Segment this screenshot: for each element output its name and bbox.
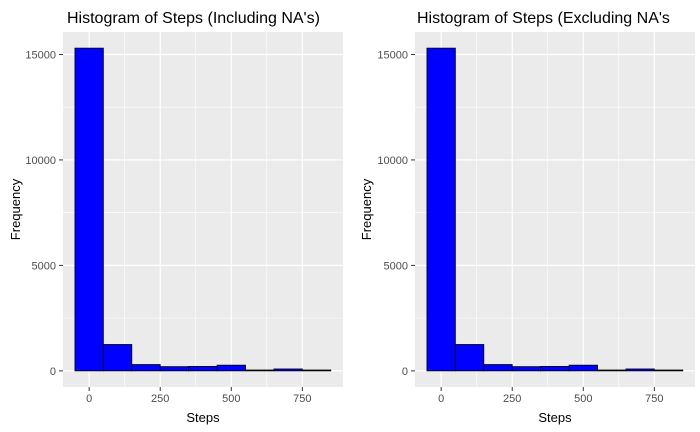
y-tick-label: 0 bbox=[50, 366, 56, 378]
histogram-bar bbox=[597, 369, 627, 372]
x-tick-label: 250 bbox=[503, 393, 521, 405]
histogram-bar bbox=[216, 364, 246, 372]
histogram-bar bbox=[74, 47, 104, 372]
x-axis-label: Steps bbox=[538, 410, 572, 425]
x-tick-label: 750 bbox=[645, 393, 663, 405]
plot-panel bbox=[63, 32, 343, 387]
x-tick-label: 0 bbox=[86, 393, 92, 405]
chart-title: Histogram of Steps (Excluding NA's bbox=[417, 10, 670, 27]
y-tick-label: 15000 bbox=[377, 49, 408, 61]
histogram-bar bbox=[245, 369, 275, 372]
histogram-excluding-na: 0 250 500 750 0 5000 10000 15000 Histogram of St… bbox=[359, 10, 695, 425]
x-tick-label: 500 bbox=[222, 393, 240, 405]
y-tick-label: 0 bbox=[402, 366, 408, 378]
y-axis-label: Frequency bbox=[8, 178, 23, 240]
histogram-bar bbox=[131, 364, 161, 372]
x-tick-label: 750 bbox=[293, 393, 311, 405]
y-tick-label: 5000 bbox=[384, 260, 408, 272]
histogram-bar bbox=[653, 369, 684, 372]
histogram-bar bbox=[102, 344, 133, 372]
x-axis-label: Steps bbox=[186, 410, 220, 425]
histogram-bar bbox=[625, 368, 655, 372]
chart-title: Histogram of Steps (Including NA's) bbox=[67, 10, 320, 27]
histogram-bar bbox=[273, 368, 303, 372]
plot-panel bbox=[415, 32, 695, 387]
histogram-bar bbox=[159, 366, 190, 372]
x-tick-label: 250 bbox=[151, 393, 169, 405]
y-axis-label: Frequency bbox=[359, 178, 374, 240]
y-tick-label: 10000 bbox=[25, 155, 56, 167]
histogram-including-na: 0 250 500 750 0 5000 10000 15000 Histogram of St… bbox=[8, 10, 343, 425]
y-tick-label: 5000 bbox=[32, 260, 56, 272]
y-tick-label: 10000 bbox=[377, 155, 408, 167]
histogram-bar bbox=[483, 364, 513, 372]
histogram-bar bbox=[540, 366, 570, 372]
histogram-bar bbox=[426, 47, 456, 372]
y-tick-label: 15000 bbox=[25, 49, 56, 61]
histogram-bar bbox=[301, 369, 332, 372]
histogram-bar bbox=[511, 366, 542, 372]
histogram-bar bbox=[454, 344, 485, 372]
x-tick-label: 500 bbox=[574, 393, 592, 405]
x-tick-label: 0 bbox=[438, 393, 444, 405]
histogram-bar bbox=[188, 366, 218, 372]
histogram-bar bbox=[568, 364, 598, 372]
